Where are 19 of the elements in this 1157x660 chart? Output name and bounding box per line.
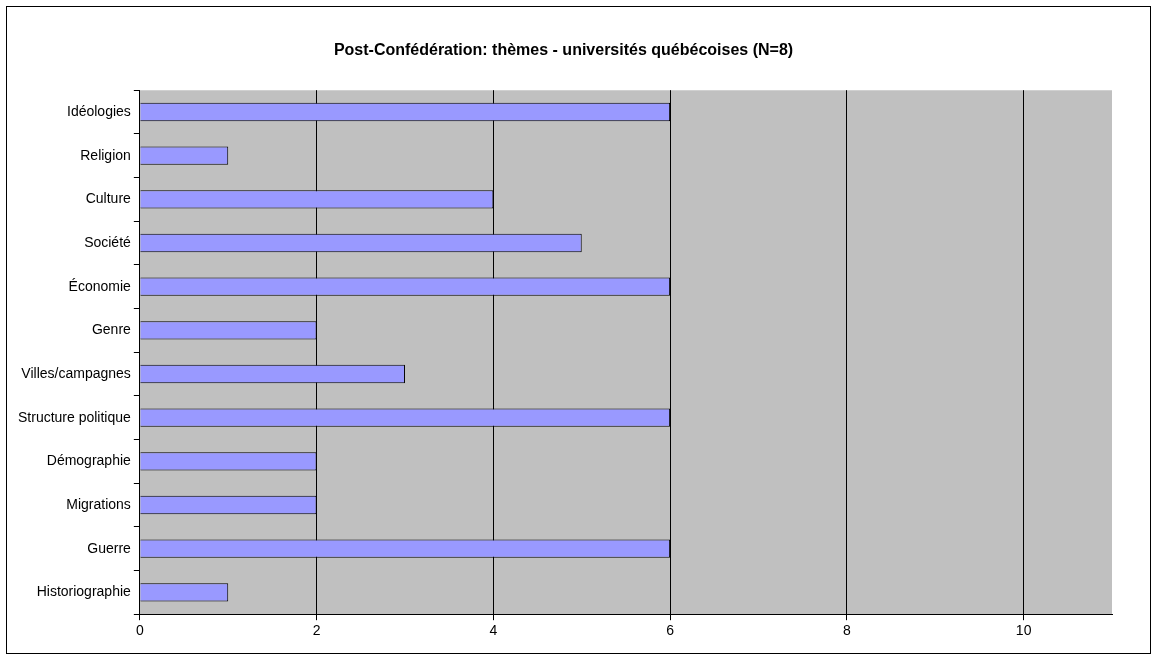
y-tick-label: Économie <box>68 277 132 294</box>
y-tick-label: Genre <box>91 321 132 338</box>
y-tick-label: Société <box>84 233 132 250</box>
x-tick-label: 0 <box>135 622 144 639</box>
y-tick-label: Villes/campagnes <box>21 364 131 381</box>
y-tick-label: Migrations <box>66 495 131 512</box>
y-tick-label: Idéologies <box>67 102 131 119</box>
x-tick-label: 2 <box>312 622 321 639</box>
x-tick-label: 4 <box>489 622 498 639</box>
y-tick-label: Religion <box>80 146 131 163</box>
y-tick-label: Structure politique <box>18 408 132 425</box>
chart-title: Post-Confédération: thèmes - universités québécoises (N=8) <box>333 41 794 59</box>
y-tick-label: Guerre <box>87 539 132 556</box>
x-tick-label: 8 <box>842 622 851 639</box>
y-tick-label: Culture <box>85 190 132 207</box>
y-tick-label: Historiographie <box>36 583 132 600</box>
x-tick-label: 10 <box>1015 622 1032 639</box>
x-tick-label: 6 <box>666 622 675 639</box>
y-tick-label: Démographie <box>46 452 132 469</box>
